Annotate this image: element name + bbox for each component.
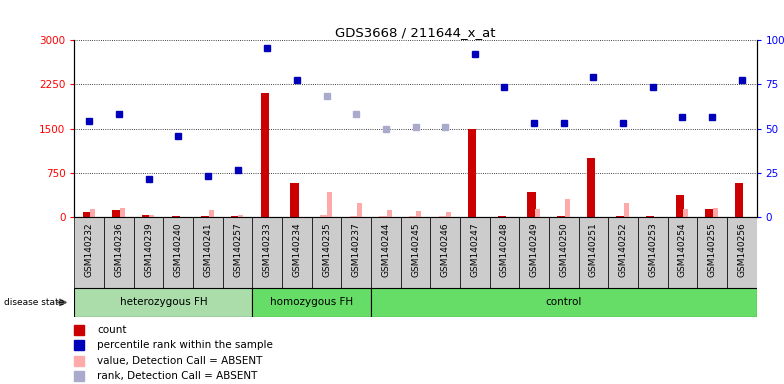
Bar xyxy=(401,217,430,288)
Bar xyxy=(357,203,362,217)
Bar xyxy=(706,209,713,217)
Bar xyxy=(579,217,608,288)
Text: GSM140247: GSM140247 xyxy=(470,223,479,277)
Text: GSM140233: GSM140233 xyxy=(263,223,272,277)
Bar xyxy=(252,288,371,317)
Bar xyxy=(112,210,121,217)
Bar xyxy=(416,211,421,217)
Bar xyxy=(104,217,134,288)
Bar xyxy=(209,210,214,217)
Text: GSM140245: GSM140245 xyxy=(411,223,420,277)
Bar xyxy=(172,216,180,217)
Text: GSM140249: GSM140249 xyxy=(530,223,539,277)
Text: GSM140237: GSM140237 xyxy=(352,223,361,277)
Bar xyxy=(638,217,668,288)
Bar xyxy=(460,217,490,288)
Bar xyxy=(290,183,299,217)
Bar xyxy=(438,216,447,217)
Bar xyxy=(231,216,239,217)
Bar xyxy=(341,217,371,288)
Text: GSM140241: GSM140241 xyxy=(203,223,212,277)
Bar xyxy=(379,216,387,217)
Text: GSM140255: GSM140255 xyxy=(708,223,717,277)
Bar xyxy=(549,217,579,288)
Title: GDS3668 / 211644_x_at: GDS3668 / 211644_x_at xyxy=(336,26,495,39)
Text: GSM140240: GSM140240 xyxy=(174,223,183,277)
Bar xyxy=(557,216,565,217)
Text: GSM140236: GSM140236 xyxy=(114,223,123,277)
Bar xyxy=(328,192,332,217)
Text: GSM140244: GSM140244 xyxy=(381,223,390,277)
Bar xyxy=(683,209,688,217)
Bar xyxy=(371,217,401,288)
Bar xyxy=(223,217,252,288)
Text: control: control xyxy=(546,297,582,308)
Text: percentile rank within the sample: percentile rank within the sample xyxy=(97,340,273,350)
Text: GSM140251: GSM140251 xyxy=(589,223,598,277)
Bar xyxy=(608,217,638,288)
Bar xyxy=(564,199,570,217)
Text: GSM140256: GSM140256 xyxy=(737,223,746,277)
Bar xyxy=(668,217,697,288)
Text: value, Detection Call = ABSENT: value, Detection Call = ABSENT xyxy=(97,356,263,366)
Bar xyxy=(535,209,540,217)
Bar xyxy=(163,217,193,288)
Bar xyxy=(320,215,328,217)
Bar xyxy=(528,192,535,217)
Text: GSM140234: GSM140234 xyxy=(292,223,301,277)
Bar xyxy=(350,216,358,217)
Bar xyxy=(82,212,91,217)
Text: GSM140232: GSM140232 xyxy=(85,223,94,277)
Bar xyxy=(697,217,727,288)
Bar xyxy=(90,209,95,217)
Bar xyxy=(616,216,625,217)
Bar xyxy=(120,208,125,217)
Bar xyxy=(430,217,460,288)
Bar xyxy=(468,129,477,217)
Bar xyxy=(735,183,743,217)
Bar xyxy=(150,215,154,217)
Bar xyxy=(387,210,392,217)
Bar xyxy=(713,208,718,217)
Bar xyxy=(238,215,243,217)
Text: GSM140248: GSM140248 xyxy=(500,223,509,277)
Text: GSM140246: GSM140246 xyxy=(441,223,450,277)
Bar xyxy=(142,215,151,217)
Text: GSM140250: GSM140250 xyxy=(559,223,568,277)
Bar xyxy=(624,204,629,217)
Text: GSM140239: GSM140239 xyxy=(144,223,153,277)
Bar xyxy=(134,217,163,288)
Bar xyxy=(312,217,341,288)
Text: GSM140253: GSM140253 xyxy=(648,223,657,277)
Bar xyxy=(586,158,595,217)
Bar xyxy=(446,212,451,217)
Bar xyxy=(193,217,223,288)
Text: GSM140235: GSM140235 xyxy=(322,223,331,277)
Text: GSM140257: GSM140257 xyxy=(233,223,242,277)
Text: heterozygous FH: heterozygous FH xyxy=(120,297,207,308)
Bar xyxy=(409,216,417,217)
Bar xyxy=(260,93,269,217)
Bar xyxy=(676,195,684,217)
Text: count: count xyxy=(97,325,126,335)
Bar xyxy=(498,216,506,217)
Bar xyxy=(201,216,209,217)
Bar xyxy=(490,217,519,288)
Text: GSM140252: GSM140252 xyxy=(619,223,628,277)
Bar xyxy=(74,288,252,317)
Bar xyxy=(74,217,104,288)
Text: GSM140254: GSM140254 xyxy=(678,223,687,277)
Bar xyxy=(519,217,549,288)
Bar xyxy=(252,217,282,288)
Bar xyxy=(282,217,312,288)
Text: homozygous FH: homozygous FH xyxy=(270,297,354,308)
Bar xyxy=(371,288,757,317)
Text: disease state: disease state xyxy=(4,298,64,307)
Bar xyxy=(646,216,655,217)
Bar xyxy=(727,217,757,288)
Text: rank, Detection Call = ABSENT: rank, Detection Call = ABSENT xyxy=(97,371,257,381)
